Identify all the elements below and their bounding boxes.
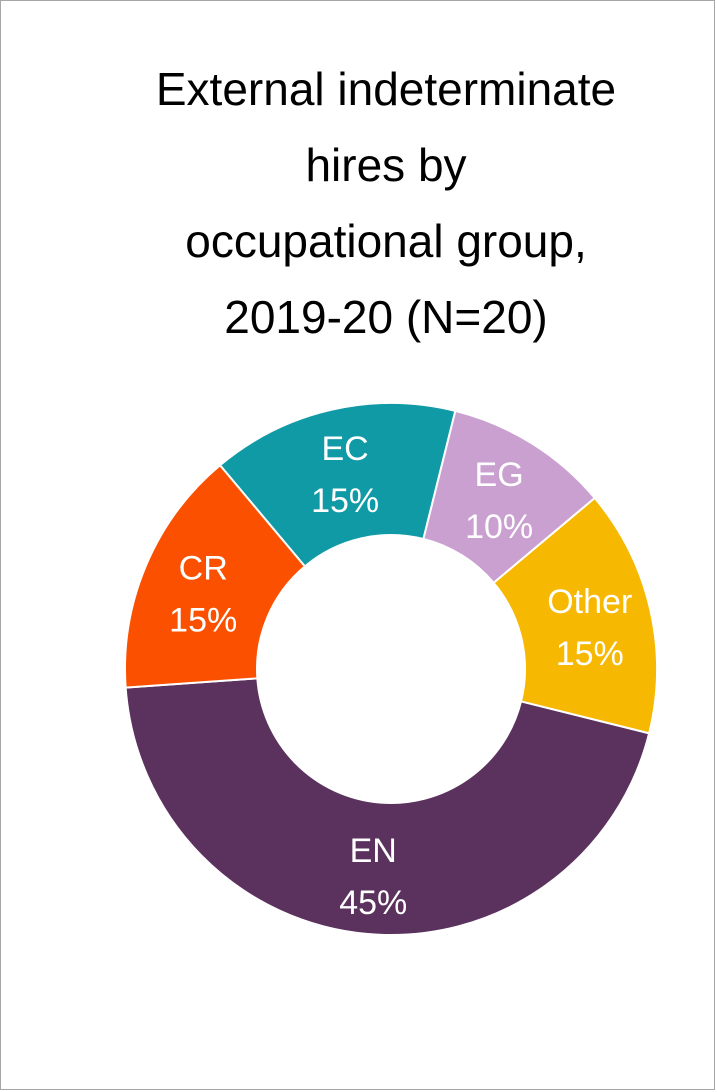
- slice-label-ec: EC: [321, 430, 368, 468]
- chart-title: External indeterminate hires by occupati…: [61, 51, 711, 355]
- slice-en: [124, 677, 651, 936]
- chart-title-line-2: hires by: [305, 139, 467, 191]
- slice-label-cr: CR: [179, 549, 228, 587]
- chart-title-line-3: occupational group,: [185, 215, 587, 267]
- chart-title-line-4: 2019-20 (N=20): [224, 291, 548, 343]
- slice-label-other: Other: [547, 583, 632, 621]
- slice-label-eg: EG: [475, 456, 524, 494]
- slice-label-en: EN: [350, 832, 397, 870]
- slice-value-other: 15%: [556, 635, 624, 673]
- slice-other: [492, 496, 658, 735]
- slice-value-eg: 10%: [465, 508, 533, 546]
- slice-ec: [218, 402, 457, 568]
- slice-value-cr: 15%: [169, 601, 237, 639]
- chart-title-line-1: External indeterminate: [155, 63, 617, 115]
- slice-cr: [124, 463, 307, 689]
- slice-value-en: 45%: [339, 884, 407, 922]
- slice-value-ec: 15%: [311, 482, 379, 520]
